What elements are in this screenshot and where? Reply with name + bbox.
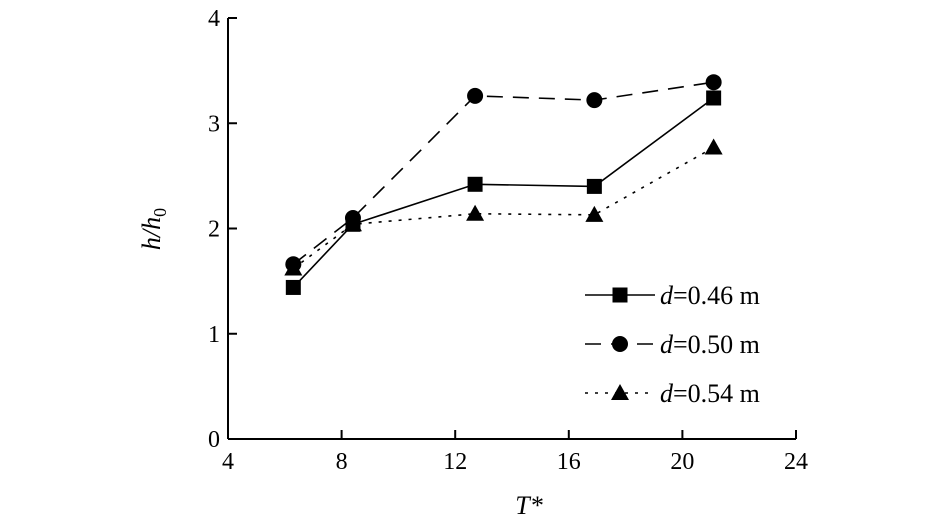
legend-label-var: d [660,379,674,408]
series-circle [285,74,722,273]
x-tick-label: 8 [336,449,348,475]
data-point-triangle [466,204,485,221]
legend-label-var: d [660,330,674,359]
legend-label: d=0.46 m [660,281,760,310]
legend-label-value: =0.54 m [673,379,760,408]
x-tick-label: 20 [670,449,694,475]
legend-label-value: =0.50 m [673,330,760,359]
series-layer [284,74,723,295]
legend: d=0.46 md=0.50 md=0.54 m [585,281,760,408]
data-point-triangle [343,215,362,232]
data-point-triangle [284,259,303,276]
series-line [292,81,714,265]
x-tick-label: 12 [443,449,467,475]
y-tick-label: 4 [208,6,220,32]
series-line [292,146,715,270]
data-point-circle [705,74,722,91]
y-axis-label-main: h/h [137,217,166,250]
legend-label: d=0.54 m [660,379,760,408]
legend-label: d=0.50 m [660,330,760,359]
data-point-circle [467,87,484,104]
data-point-square [285,279,301,295]
x-tick-label: 16 [557,449,581,475]
data-point-square [586,178,602,194]
y-axis-label: h/h0 [137,208,170,250]
data-point-circle [586,92,603,109]
x-axis-label: T* [515,491,542,520]
y-tick-label: 0 [208,427,220,453]
data-point-square [467,176,483,192]
x-tick-label: 4 [222,449,234,475]
y-tick-label: 3 [208,111,220,137]
y-axis-label-subscript: 0 [150,208,170,217]
series-line [292,97,715,288]
data-point-triangle [704,138,723,155]
legend-label-var: d [660,281,674,310]
series-triangle [284,138,723,276]
legend-marker-square [612,287,628,303]
x-tick-label: 24 [784,449,808,475]
data-point-square [706,90,722,106]
y-tick-label: 1 [208,322,220,348]
y-tick-label: 2 [208,217,220,243]
legend-marker-circle [612,336,628,352]
series-square [285,90,722,295]
data-point-triangle [585,205,604,222]
legend-label-value: =0.46 m [673,281,760,310]
legend-marker-triangle [611,384,629,400]
